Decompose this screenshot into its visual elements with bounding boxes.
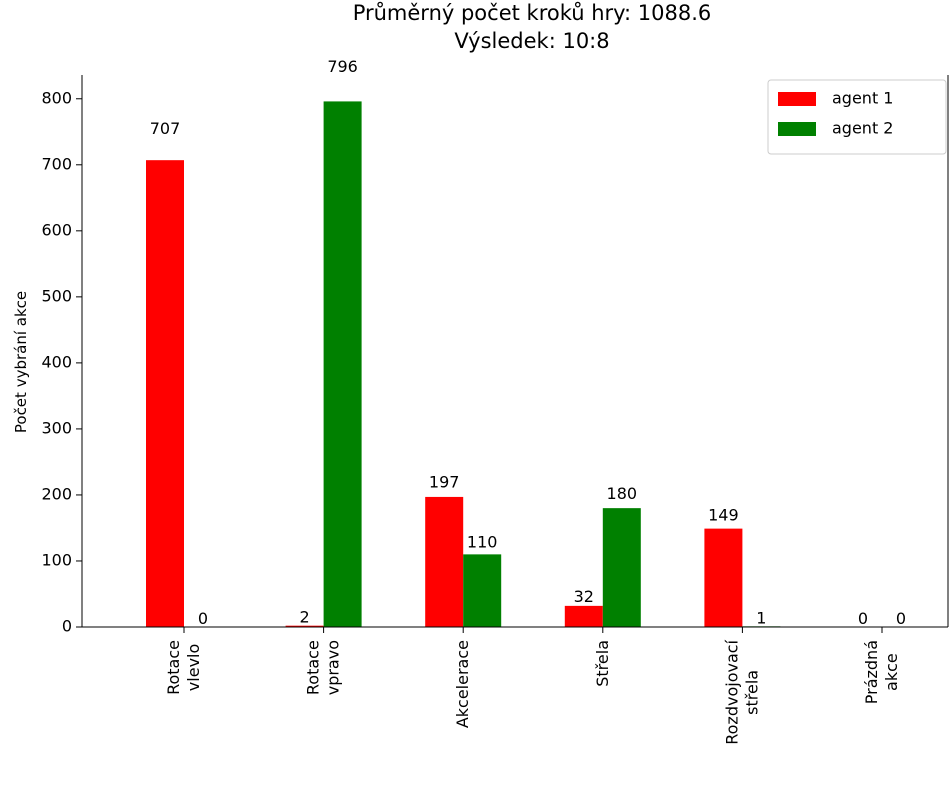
bar bbox=[323, 101, 362, 627]
bar bbox=[602, 508, 641, 627]
bar bbox=[425, 496, 464, 627]
y-tick-label: 800 bbox=[41, 88, 72, 107]
bar bbox=[704, 528, 743, 627]
x-tick-label: Střela bbox=[592, 640, 612, 687]
x-tick-label: Rotace vpravo bbox=[303, 640, 343, 696]
y-tick-label: 200 bbox=[41, 484, 72, 503]
legend-label: agent 1 bbox=[832, 89, 893, 108]
y-tick-label: 300 bbox=[41, 418, 72, 437]
value-label: 0 bbox=[198, 609, 208, 628]
value-label: 110 bbox=[467, 533, 498, 552]
x-tick-label: Rotace vlevlo bbox=[164, 640, 203, 695]
x-tick-label: Akcelerace bbox=[453, 640, 473, 729]
bar bbox=[146, 160, 184, 627]
value-label: 149 bbox=[708, 506, 739, 525]
value-label: 197 bbox=[429, 472, 460, 491]
y-tick-label: 100 bbox=[41, 550, 72, 569]
x-tick-label: Prázdná akce bbox=[862, 640, 901, 705]
y-tick-label: 500 bbox=[41, 286, 72, 305]
y-tick-label: 600 bbox=[41, 220, 72, 239]
bar bbox=[285, 625, 324, 627]
value-label: 1 bbox=[756, 608, 766, 627]
value-label: 796 bbox=[327, 57, 358, 76]
bar bbox=[564, 605, 603, 627]
y-tick-label: 400 bbox=[41, 352, 72, 371]
value-label: 180 bbox=[607, 484, 638, 503]
legend-label: agent 2 bbox=[832, 119, 893, 138]
legend-swatch bbox=[778, 92, 816, 106]
chart-subtitle: Výsledek: 10:8 bbox=[454, 29, 609, 53]
value-label: 0 bbox=[896, 609, 906, 628]
y-axis-label: Počet vybrání akce bbox=[12, 291, 30, 433]
bar bbox=[463, 554, 502, 627]
y-tick-label: 700 bbox=[41, 154, 72, 173]
value-label: 0 bbox=[858, 609, 868, 628]
chart-title: Průměrný počet kroků hry: 1088.6 bbox=[353, 1, 712, 25]
value-label: 707 bbox=[150, 119, 181, 138]
value-label: 2 bbox=[300, 608, 310, 627]
legend-swatch bbox=[778, 122, 816, 136]
x-tick-label: Rozdvojovací střela bbox=[722, 640, 762, 745]
value-label: 32 bbox=[574, 587, 594, 606]
y-tick-label: 0 bbox=[62, 617, 72, 636]
